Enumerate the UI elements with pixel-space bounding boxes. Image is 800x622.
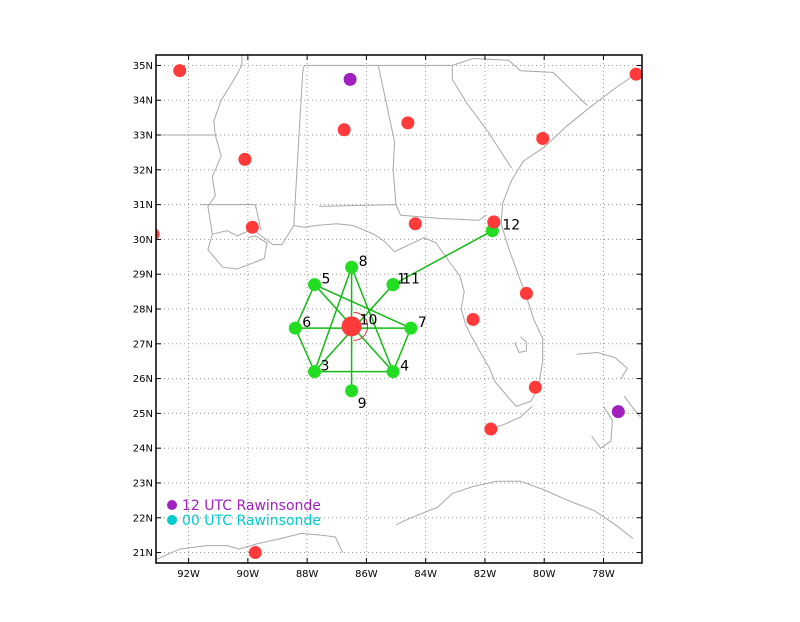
track-segment — [294, 284, 316, 329]
legend: 12 UTC Rawinsonde 00 UTC Rawinsonde — [167, 498, 321, 529]
dropsonde-label: 11 — [402, 272, 420, 288]
lon-tick-label: 80W — [533, 569, 556, 580]
dropsonde-marker — [404, 321, 418, 335]
lat-tick-label: 26N — [133, 374, 153, 385]
lat-tick-label: 25N — [133, 409, 153, 420]
dropsonde-label: 8 — [359, 254, 368, 270]
lat-tick-label: 31N — [133, 200, 153, 211]
lat-tick-label: 35N — [133, 61, 153, 72]
coastline-layer — [156, 55, 642, 560]
station-marker — [519, 286, 533, 300]
station-marker — [408, 217, 422, 231]
station-marker — [337, 123, 351, 137]
coastline-lake — [514, 336, 527, 354]
lat-tick-label: 27N — [133, 339, 153, 350]
legend-12utc-rawinsonde-marker — [167, 500, 177, 510]
track-segment — [294, 327, 316, 372]
dropsonde-label: 5 — [322, 272, 331, 288]
dropsonde-label: 12 — [502, 218, 520, 234]
axis-tick-layer: 92W 90W 88W 86W 84W 82W 80W 78W 21N 22N 23N 24N 25N 2… — [133, 55, 642, 580]
lon-tick-label: 86W — [355, 569, 378, 580]
lat-tick-label: 28N — [133, 305, 153, 316]
dropsonde-marker — [386, 365, 400, 379]
lat-lon-grid — [156, 55, 642, 563]
dropsonde-label: 9 — [358, 396, 367, 412]
coastline-bahamas — [576, 351, 628, 379]
station-marker — [528, 380, 542, 394]
lat-tick-label: 23N — [133, 478, 153, 489]
coastline-state-border — [200, 204, 262, 231]
coastline-bahamas — [623, 395, 641, 418]
coastline-state-border — [207, 55, 243, 235]
coastline-land-outline — [212, 70, 642, 407]
track-segment — [314, 283, 412, 329]
track-segment — [392, 327, 412, 372]
track-segment — [350, 266, 394, 372]
rawinsonde-12utc-marker — [611, 405, 625, 419]
lon-tick-label: 90W — [237, 569, 260, 580]
lat-tick-label: 34N — [133, 96, 153, 107]
coastline-state-border — [318, 204, 487, 221]
station-marker — [487, 215, 501, 229]
coastline-cuba — [395, 480, 634, 539]
coastline-yucatan — [156, 532, 344, 560]
lat-tick-label: 29N — [133, 270, 153, 281]
station-marker — [466, 312, 480, 326]
coastline-state-border — [377, 65, 397, 205]
station-marker — [536, 132, 550, 146]
dropsonde-marker — [345, 384, 359, 398]
dropsonde-label: 4 — [400, 359, 409, 375]
coastline-state-border — [451, 65, 513, 169]
station-marker — [401, 116, 415, 130]
dropsonde-label: 1 — [397, 272, 406, 288]
dropsonde-marker — [345, 260, 359, 274]
dropsonde-marker — [288, 321, 302, 335]
dropsonde-marker — [308, 365, 322, 379]
rawinsonde-12utc-marker — [343, 72, 357, 86]
storm-center-arc — [353, 311, 369, 341]
storm-center-label: 10 — [360, 312, 378, 328]
coastline-state-border — [293, 65, 305, 226]
coastline-delta — [207, 234, 268, 270]
lat-tick-label: 30N — [133, 235, 153, 246]
legend-00utc-rawinsonde-marker — [167, 515, 177, 525]
coastline-state-border — [452, 57, 588, 106]
lat-tick-label: 22N — [133, 513, 153, 524]
lat-tick-label: 32N — [133, 165, 153, 176]
station-marker — [245, 220, 259, 234]
lon-tick-label: 78W — [592, 569, 615, 580]
legend-12utc-rawinsonde-label: 12 UTC Rawinsonde — [182, 498, 321, 514]
lat-tick-label: 33N — [133, 131, 153, 142]
track-segment — [313, 266, 353, 372]
coastline-keys — [490, 406, 533, 430]
lat-tick-label: 21N — [133, 548, 153, 559]
storm-center-marker — [341, 316, 362, 337]
lat-tick-label: 24N — [133, 444, 153, 455]
dropsonde-label: 7 — [418, 315, 427, 331]
point-label-layer: 1 3 4 5 6 7 8 9 11 12 10 — [302, 218, 520, 412]
lon-tick-label: 92W — [177, 569, 200, 580]
coastline-bahamas — [591, 406, 613, 449]
legend-00utc-rawinsonde-label: 00 UTC Rawinsonde — [182, 513, 321, 529]
station-marker — [173, 64, 187, 78]
dropsonde-label: 3 — [321, 359, 330, 375]
dropsonde-label: 6 — [302, 315, 311, 331]
track-segment — [392, 230, 493, 286]
lon-tick-label: 84W — [414, 569, 437, 580]
station-marker — [248, 546, 262, 560]
station-marker — [238, 152, 252, 166]
station-marker — [156, 228, 160, 240]
sounding-point-layer — [156, 64, 642, 560]
station-marker — [484, 422, 498, 436]
lon-tick-label: 88W — [296, 569, 319, 580]
lon-tick-label: 82W — [474, 569, 497, 580]
dropsonde-marker — [308, 278, 322, 292]
station-marker — [629, 67, 642, 81]
dropsonde-marker — [386, 278, 400, 292]
